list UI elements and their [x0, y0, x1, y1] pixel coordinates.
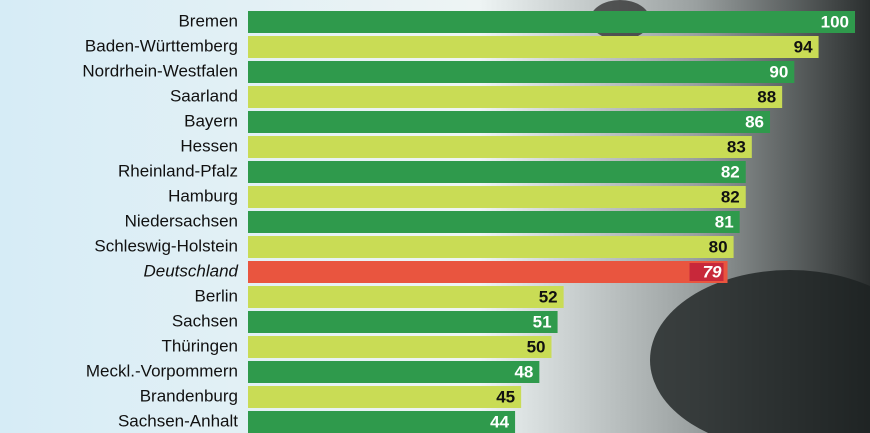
value-label: 86: [745, 112, 764, 131]
value-label: 79: [703, 262, 722, 281]
value-label: 90: [769, 62, 788, 81]
bar: [248, 86, 782, 108]
category-label: Bayern: [184, 111, 238, 130]
bar: [248, 336, 552, 358]
value-label: 82: [721, 187, 740, 206]
value-label: 81: [715, 212, 734, 231]
category-label: Brandenburg: [140, 386, 238, 405]
bar: [248, 236, 734, 258]
value-label: 88: [757, 87, 776, 106]
value-label: 48: [514, 362, 533, 381]
value-label: 51: [533, 312, 552, 331]
category-label: Deutschland: [143, 261, 238, 280]
value-label: 80: [709, 237, 728, 256]
category-label: Saarland: [170, 86, 238, 105]
bar: [248, 286, 564, 308]
value-label: 52: [539, 287, 558, 306]
bar: [248, 211, 740, 233]
category-label: Thüringen: [161, 336, 238, 355]
bar: [248, 311, 558, 333]
value-label: 83: [727, 137, 746, 156]
category-label: Sachsen: [172, 311, 238, 330]
value-label: 45: [496, 387, 515, 406]
value-label: 44: [490, 412, 509, 431]
bar: [248, 386, 521, 408]
category-label: Baden-Württemberg: [85, 36, 238, 55]
category-label: Bremen: [178, 11, 238, 30]
value-label: 94: [794, 37, 813, 56]
value-label: 100: [821, 12, 849, 31]
bar: [248, 361, 539, 383]
bar: [248, 411, 515, 433]
bar: [248, 186, 746, 208]
category-label: Hessen: [180, 136, 238, 155]
bar: [248, 161, 746, 183]
bar: [248, 36, 819, 58]
bar: [248, 136, 752, 158]
category-label: Sachsen-Anhalt: [118, 411, 238, 430]
category-label: Nordrhein-Westfalen: [82, 61, 238, 80]
chart: Bremen 100 Baden-Württemberg 94 Nordrhein-We…: [0, 0, 870, 433]
category-label: Hamburg: [168, 186, 238, 205]
category-label: Berlin: [195, 286, 238, 305]
value-label: 50: [527, 337, 546, 356]
bar: [248, 11, 855, 33]
category-label: Meckl.-Vorpommern: [86, 361, 238, 380]
bar: [248, 61, 794, 83]
bar: [248, 111, 770, 133]
category-label: Schleswig-Holstein: [94, 236, 238, 255]
bar: [248, 261, 728, 283]
value-label: 82: [721, 162, 740, 181]
category-label: Niedersachsen: [125, 211, 238, 230]
category-label: Rheinland-Pfalz: [118, 161, 238, 180]
